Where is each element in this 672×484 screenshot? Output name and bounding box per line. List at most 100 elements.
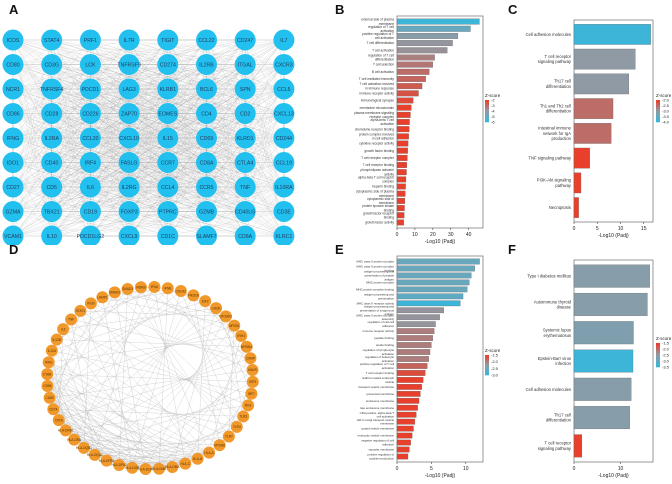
category-label-8: antigen processing and presentation of ex… (360, 304, 395, 316)
x-tick-label-1: 0 (396, 232, 399, 238)
category-label-19: growth factor binding (364, 149, 394, 153)
category-label-5: Cell adhesion molecules (526, 387, 571, 392)
x-axis-label: -Log10 (Padj) (425, 239, 456, 245)
network-d-edge-10 (47, 288, 128, 387)
bar-chart-b-svg: external side of plasma membraneregulatio… (354, 15, 501, 245)
network-a-node-24 (273, 78, 295, 100)
bar-27 (396, 439, 411, 446)
bar-15 (396, 119, 410, 125)
network-a-node-label-42: CD40 (45, 161, 58, 167)
network-a-node-label-22: BCL6 (200, 87, 213, 93)
network-d-edge-19 (154, 286, 186, 464)
bar-22 (396, 404, 418, 411)
network-d-node-41 (42, 356, 55, 369)
legend-gradient-segment-3 (656, 347, 660, 350)
category-label-16: positive regulation of T cell activation (360, 362, 395, 370)
bar-14 (396, 349, 431, 355)
network-a-node-62 (196, 201, 217, 222)
panel-a-label: A (9, 2, 19, 17)
network-d-edge-40 (215, 308, 252, 394)
network-d-node-15 (246, 363, 259, 376)
category-label-14: plasma membrane signaling receptor comple… (354, 111, 394, 119)
network-d-node-10 (219, 310, 232, 323)
network-a-node-37 (157, 127, 179, 149)
bar-1 (396, 258, 480, 265)
network-a-node-53 (157, 176, 179, 198)
network-d-node-label-32: HLA-DQA1 (87, 453, 103, 457)
legend-tick-label-1: -1.5 (491, 353, 499, 358)
network-a-node-36 (118, 127, 140, 149)
network-a-node-45 (157, 152, 179, 173)
x-tick-label-3: 10 (463, 466, 469, 472)
network-a-edge-314 (51, 64, 168, 90)
network-a-node-50 (41, 176, 63, 198)
panel-c-kegg-bar-chart: C Cell adhesion molecules T cell receptor… (500, 0, 672, 245)
network-a-node-61 (157, 201, 179, 222)
category-label-6: regulation of T cell differentiation (368, 53, 394, 61)
network-a-edge-85 (12, 39, 130, 65)
legend-gradient-segment-9 (485, 114, 489, 117)
network-d-node-label-16: IRF3 (249, 380, 256, 384)
network-d-edge-106 (58, 419, 198, 459)
network-d-edge-71 (47, 373, 253, 383)
network-a-node-9 (2, 54, 24, 75)
network-a-node-39 (234, 127, 256, 149)
legend-gradient-segment-5 (485, 107, 489, 110)
network-a-node-label-70: SLAMF7 (196, 234, 216, 240)
network-a-node-16 (273, 54, 295, 75)
network-d-edge-131 (47, 385, 160, 469)
network-d-node-38 (43, 391, 56, 404)
legend-gradient-segment-4 (656, 349, 660, 352)
network-a-node-label-58: TBX21 (44, 210, 60, 216)
bar-27 (396, 205, 405, 212)
network-a-node-label-8: IL7 (280, 38, 287, 44)
network-d-edge-88 (185, 444, 220, 464)
x-tick-label-2: 10 (412, 232, 418, 238)
legend-gradient-segment-5 (656, 107, 660, 110)
network-a-node-38 (196, 127, 217, 149)
network-a-node-54 (196, 176, 217, 198)
network-d-node-44 (57, 323, 70, 336)
network-d-edge-70 (106, 381, 253, 461)
panel-e-go-bar-chart: E MHC class II protein complex MHC class … (325, 240, 501, 479)
network-d-edge-8 (127, 288, 230, 437)
category-label-3: Systemic lupus erythematosus (543, 328, 571, 338)
bar-9 (396, 76, 426, 82)
bar-7 (573, 172, 582, 194)
bar-12 (396, 335, 433, 341)
bar-16 (396, 363, 428, 369)
network-a-node-label-33: IFNG (7, 136, 19, 142)
legend-tick-label-1: -1.5 (662, 341, 670, 346)
x-tick-label-4: 15 (641, 226, 647, 232)
network-a-node-63 (234, 201, 256, 222)
network-d-edge-73 (83, 393, 252, 449)
network-a-node-label-51: IL6 (87, 185, 94, 191)
network-a-node-label-16: CXCR3 (275, 63, 293, 69)
network-d-node-31 (100, 454, 113, 467)
legend-gradient-segment-8 (656, 357, 660, 360)
network-d-node-1 (108, 286, 121, 299)
network-a-node-68 (118, 225, 140, 247)
network-a-node-10 (41, 54, 63, 75)
network-a-node-label-9: CD80 (6, 63, 19, 69)
network-d-node-label-17: IRF7 (248, 392, 255, 396)
legend-gradient-segment-12 (656, 120, 660, 123)
network-a-node-31 (234, 103, 256, 124)
network-a-edge-657 (90, 113, 207, 139)
x-tick-label-3: 10 (618, 226, 624, 232)
plot-frame (573, 19, 654, 223)
bar-29 (396, 219, 404, 226)
network-a-node-label-20: LAG3 (122, 87, 135, 93)
category-label-29: growth factor activity (365, 221, 394, 225)
category-label-9: MHC class II protein complex assembly (356, 313, 394, 321)
category-label-2: regulation of T cell activation (368, 25, 394, 33)
network-a-node-21 (157, 78, 179, 100)
network-a-node-11 (79, 54, 101, 75)
network-d-node-25 (179, 457, 192, 470)
network-a-node-label-44: FASLG (121, 161, 138, 167)
category-label-26: cytoplasmic side of membrane (367, 197, 394, 205)
legend-title: Z-score (485, 348, 500, 353)
network-d-node-label-4: IFNA (151, 285, 159, 289)
category-label-26: endocytic vesicle membrane (358, 434, 395, 438)
